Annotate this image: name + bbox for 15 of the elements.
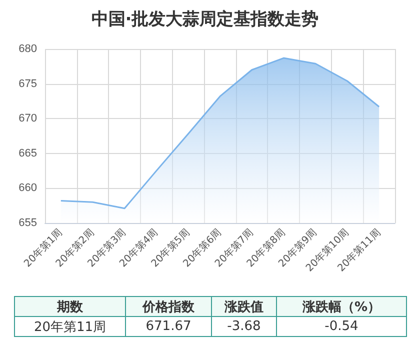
y-tick-label: 660 bbox=[18, 182, 37, 194]
y-tick-label: 665 bbox=[18, 147, 37, 160]
text: 671.67 bbox=[126, 316, 212, 336]
chart-title: 中国·批发大蒜周定基指数走势 bbox=[91, 10, 319, 30]
y-tick-label: 675 bbox=[18, 78, 37, 90]
text: 价格指数 bbox=[126, 296, 212, 316]
y-tick-label: 655 bbox=[18, 217, 37, 229]
text: 期数 bbox=[14, 296, 126, 316]
y-tick-label: 680 bbox=[18, 43, 37, 55]
text: -3.68 bbox=[212, 316, 276, 336]
text: -0.54 bbox=[276, 316, 406, 336]
text: 20年第11周 bbox=[14, 316, 126, 336]
text: 涨跌值 bbox=[212, 296, 276, 316]
text: 涨跌幅（%） bbox=[276, 296, 406, 316]
y-tick-label: 670 bbox=[18, 112, 37, 125]
